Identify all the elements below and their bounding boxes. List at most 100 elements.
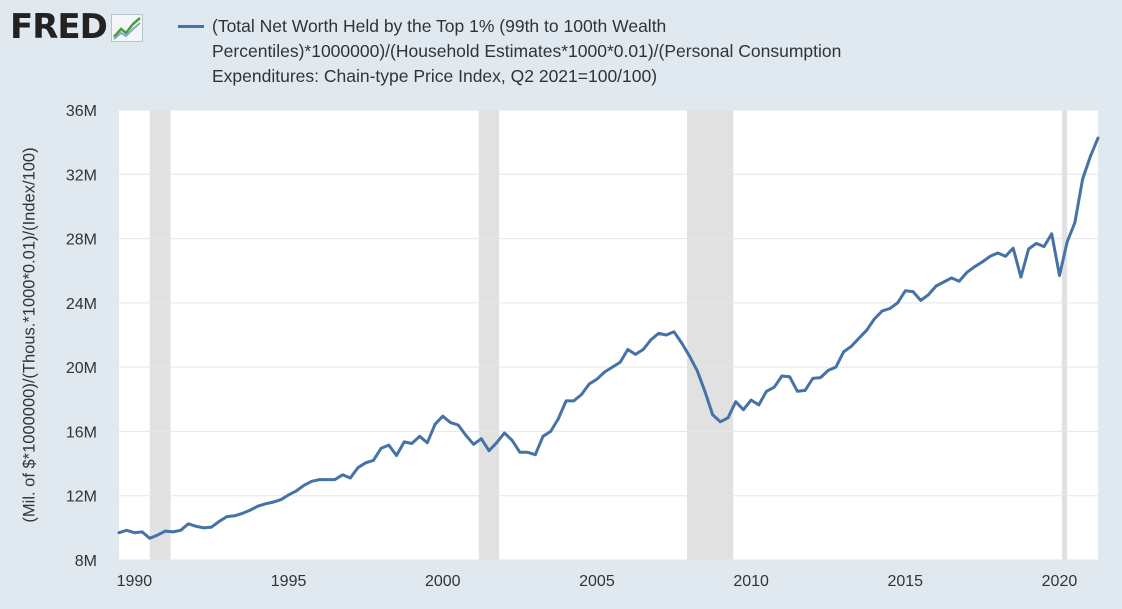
data-point bbox=[418, 435, 421, 438]
y-tick-label: 8M bbox=[75, 553, 97, 570]
data-point bbox=[580, 393, 583, 396]
recession-bands bbox=[149, 110, 1068, 560]
legend-line-1: (Total Net Worth Held by the Top 1% (99t… bbox=[212, 16, 667, 36]
data-point bbox=[1004, 254, 1007, 258]
data-point bbox=[988, 254, 992, 258]
data-point bbox=[904, 289, 907, 293]
x-tick-label: 2015 bbox=[887, 573, 923, 590]
data-point bbox=[148, 537, 152, 540]
data-point bbox=[256, 504, 260, 508]
y-tick-label: 36M bbox=[66, 103, 97, 120]
data-point bbox=[772, 385, 776, 389]
data-point bbox=[911, 290, 915, 293]
data-point bbox=[765, 390, 768, 393]
data-point bbox=[518, 451, 522, 454]
y-tick-label: 28M bbox=[66, 232, 97, 249]
x-tick-label: 2010 bbox=[733, 573, 769, 590]
x-tick-label: 2020 bbox=[1042, 573, 1078, 590]
data-point bbox=[1096, 136, 1100, 140]
data-point bbox=[117, 531, 121, 534]
data-point bbox=[695, 369, 699, 372]
data-point bbox=[433, 422, 437, 426]
data-point bbox=[611, 365, 614, 369]
data-point bbox=[541, 435, 545, 438]
data-point bbox=[333, 478, 337, 481]
y-tick-label: 12M bbox=[66, 489, 97, 506]
data-point bbox=[271, 500, 275, 504]
y-tick-label: 20M bbox=[66, 360, 97, 377]
data-point bbox=[1011, 246, 1015, 250]
trend-chart-icon bbox=[110, 14, 143, 42]
data-point bbox=[788, 375, 791, 379]
y-tick-label: 24M bbox=[66, 296, 97, 313]
data-point bbox=[834, 365, 838, 369]
data-point bbox=[372, 459, 375, 462]
x-tick-label: 2005 bbox=[579, 573, 615, 590]
data-point bbox=[796, 390, 799, 393]
data-point bbox=[603, 370, 606, 374]
data-point bbox=[942, 280, 946, 284]
data-point bbox=[726, 416, 730, 420]
data-point bbox=[217, 520, 221, 523]
data-point bbox=[387, 443, 391, 447]
data-point bbox=[595, 377, 599, 381]
data-point bbox=[688, 354, 691, 358]
data-point bbox=[526, 451, 529, 454]
data-point bbox=[665, 333, 668, 337]
y-axis-ticks: 8M 12M 16M 20M 24M 28M 32M 36M bbox=[66, 103, 97, 570]
data-point bbox=[349, 476, 352, 480]
data-point bbox=[356, 466, 360, 469]
data-point bbox=[873, 317, 876, 321]
data-point bbox=[742, 408, 745, 412]
data-point bbox=[865, 328, 868, 332]
data-point bbox=[965, 271, 969, 274]
data-point bbox=[950, 276, 953, 280]
data-point bbox=[857, 336, 861, 340]
data-point bbox=[264, 502, 267, 506]
data-point bbox=[757, 403, 761, 407]
data-point bbox=[572, 399, 576, 403]
data-point bbox=[325, 478, 329, 481]
data-point bbox=[295, 489, 298, 493]
data-point bbox=[749, 398, 753, 402]
data-point bbox=[641, 348, 645, 351]
data-point bbox=[711, 413, 714, 416]
data-point bbox=[287, 493, 290, 497]
data-point bbox=[310, 480, 314, 483]
data-point bbox=[811, 377, 815, 380]
data-point bbox=[973, 265, 976, 269]
data-point bbox=[719, 420, 722, 424]
data-point bbox=[456, 423, 460, 427]
data-point bbox=[464, 434, 468, 437]
data-point bbox=[480, 437, 483, 441]
data-point bbox=[649, 338, 653, 342]
data-point bbox=[996, 251, 1000, 255]
data-point bbox=[1073, 221, 1077, 224]
data-point bbox=[703, 390, 707, 393]
data-point bbox=[449, 421, 452, 424]
data-point bbox=[279, 498, 283, 502]
data-point bbox=[472, 443, 475, 446]
data-point bbox=[156, 533, 159, 537]
data-point bbox=[626, 348, 630, 351]
x-axis-ticks: 1990 1995 2000 2005 2010 2015 2020 bbox=[117, 573, 1078, 590]
data-point bbox=[125, 529, 128, 532]
data-point bbox=[1035, 242, 1038, 245]
legend-series-label: (Total Net Worth Held by the Top 1% (99t… bbox=[212, 14, 912, 89]
data-point bbox=[179, 529, 182, 532]
fred-logo[interactable]: FRED bbox=[10, 8, 143, 46]
data-point bbox=[341, 473, 344, 477]
data-point bbox=[1058, 274, 1061, 277]
data-point bbox=[634, 353, 637, 356]
data-point bbox=[510, 439, 514, 442]
data-point bbox=[1081, 177, 1084, 181]
data-point bbox=[410, 442, 414, 445]
chart-legend[interactable]: (Total Net Worth Held by the Top 1% (99t… bbox=[178, 14, 912, 89]
x-tick-label: 1990 bbox=[117, 573, 153, 590]
data-point bbox=[896, 301, 899, 305]
data-point bbox=[826, 369, 830, 372]
data-point bbox=[564, 399, 568, 403]
data-point bbox=[426, 441, 429, 445]
recession-band-3 bbox=[686, 110, 734, 560]
